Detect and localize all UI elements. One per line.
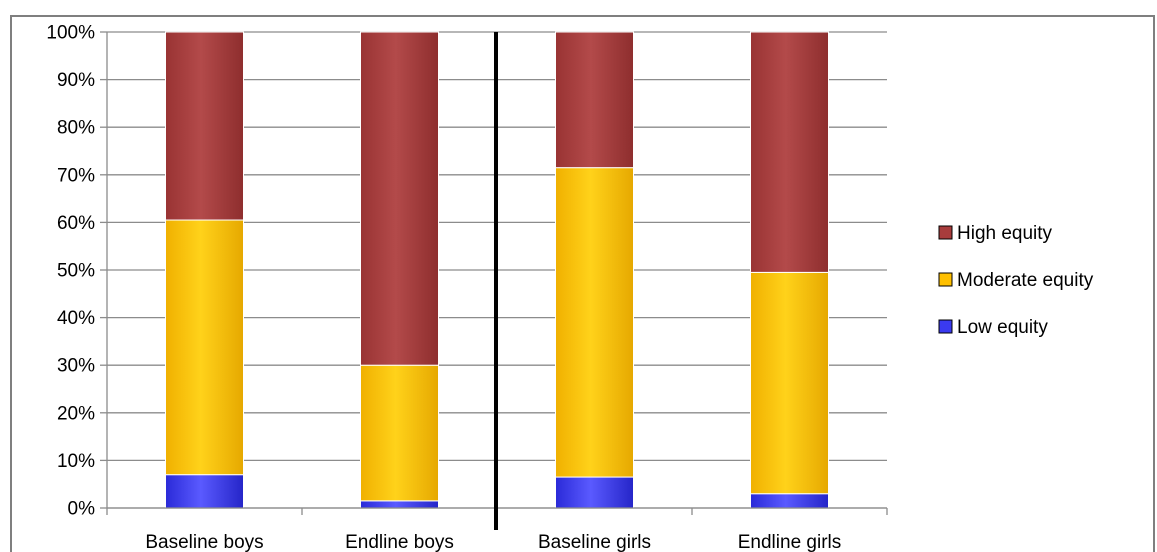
bar-segment-moderate-equity (360, 364, 439, 502)
y-tick-label: 30% (57, 356, 95, 377)
x-category-label: Endline boys (345, 532, 454, 552)
x-category-label: Baseline boys (145, 532, 263, 552)
y-tick-label: 0% (68, 499, 96, 520)
bar-segment-low-equity (360, 500, 439, 509)
x-category-label: Baseline girls (538, 532, 651, 552)
bar-segment-moderate-equity (555, 167, 634, 478)
bar-segment-moderate-equity (750, 271, 829, 495)
bar-segment-low-equity (555, 476, 634, 509)
legend-swatch-low-equity (938, 319, 953, 334)
y-tick-label: 40% (57, 308, 95, 329)
y-tick-label: 20% (57, 403, 95, 424)
y-tick-label: 10% (57, 451, 95, 472)
bar-segment-moderate-equity (165, 219, 244, 476)
chart-border (10, 15, 1155, 552)
y-tick-label: 90% (57, 70, 95, 91)
legend-label: Moderate equity (957, 270, 1094, 291)
bar-segment-high-equity (555, 31, 634, 169)
legend-label: Low equity (957, 317, 1048, 338)
y-tick-label: 100% (46, 23, 95, 44)
y-tick-label: 60% (57, 213, 95, 234)
legend-swatch-high-equity (938, 225, 953, 240)
legend-label: High equity (957, 223, 1053, 244)
bar-segment-low-equity (165, 474, 244, 509)
x-category-label: Endline girls (738, 532, 842, 552)
y-tick-label: 70% (57, 165, 95, 186)
bar-segment-high-equity (165, 31, 244, 221)
legend-swatch-moderate-equity (938, 272, 953, 287)
y-tick-label: 50% (57, 261, 95, 282)
bar-segment-high-equity (360, 31, 439, 366)
bar-segment-high-equity (750, 31, 829, 273)
y-tick-label: 80% (57, 118, 95, 139)
bar-segment-low-equity (750, 493, 829, 509)
